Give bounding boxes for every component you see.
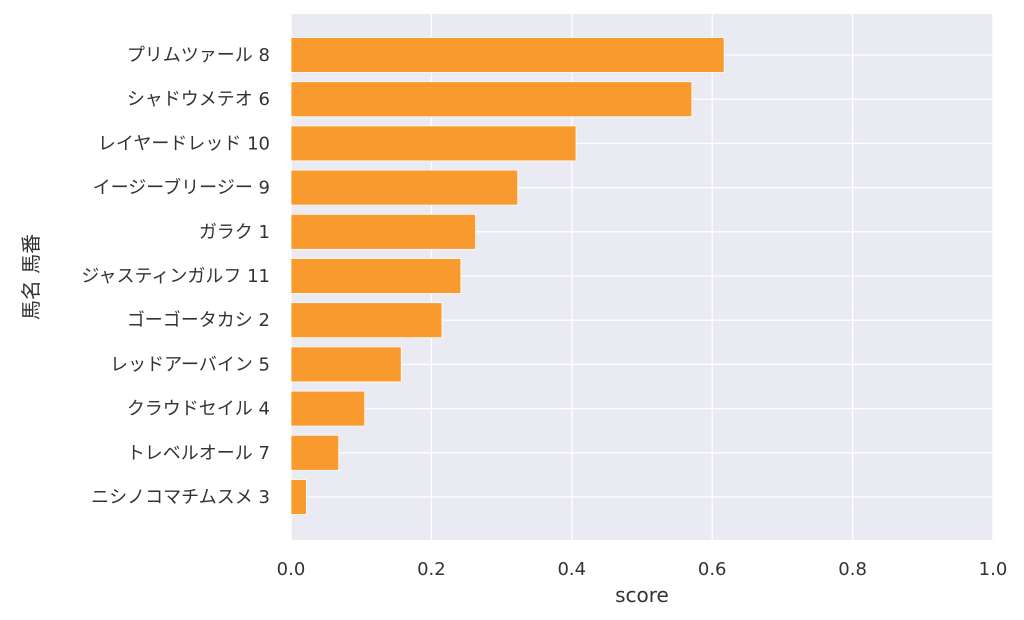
y-tick-label: ゴーゴータカシ 2 [127, 310, 270, 331]
bar [290, 434, 340, 471]
x-tick-label: 0.4 [557, 559, 586, 580]
y-tick-label: クラウドセイル 4 [127, 399, 270, 420]
y-tick-label: ジャスティンガルフ 11 [81, 266, 270, 287]
bar [290, 169, 519, 206]
x-tick-label: 0.0 [277, 559, 306, 580]
bar [290, 213, 477, 250]
bar [290, 258, 462, 294]
bar [290, 302, 443, 339]
y-tick-label: シャドウメテオ 6 [127, 89, 270, 110]
y-tick-labels: プリムツァール 8 シャドウメテオ 6 レイヤードレッド 10 イージーブリージー 9… [81, 45, 270, 508]
x-tick-labels: 0.0 0.2 0.4 0.6 0.8 1.0 [277, 559, 1008, 580]
bar [290, 37, 725, 73]
bar [290, 125, 577, 162]
bars [290, 37, 725, 515]
y-tick-label: レッドアーバイン 5 [110, 354, 270, 375]
y-tick-label: ガラク 1 [199, 222, 270, 243]
x-axis-label: score [615, 583, 669, 607]
y-tick-label: トレベルオール 7 [127, 443, 270, 464]
bar [290, 390, 366, 427]
x-tick-label: 1.0 [979, 559, 1008, 580]
y-axis-label: 馬名 馬番 [19, 234, 43, 320]
bar [290, 479, 307, 515]
x-tick-label: 0.8 [838, 559, 867, 580]
y-tick-label: レイヤードレッド 10 [98, 133, 270, 154]
bar [290, 81, 693, 118]
x-tick-label: 0.2 [417, 559, 446, 580]
y-tick-label: ニシノコマチムスメ 3 [91, 487, 270, 508]
bar [290, 346, 402, 383]
y-tick-label: プリムツァール 8 [127, 45, 270, 66]
x-tick-label: 0.6 [698, 559, 727, 580]
y-tick-label: イージーブリージー 9 [93, 177, 270, 199]
